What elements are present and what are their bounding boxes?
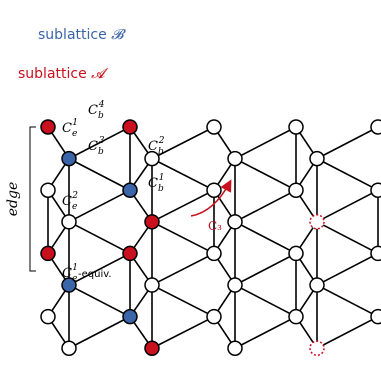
lattice-bond: [316, 221, 379, 255]
lattice-bond: [68, 189, 131, 223]
lattice-site: [370, 119, 381, 135]
legend-sublattice-a: sublattice 𝓐: [18, 66, 109, 82]
lattice-bond: [68, 315, 131, 349]
lattice-bond: [151, 157, 215, 191]
lattice-site: [144, 277, 160, 293]
edge-bracket: [29, 126, 36, 272]
label-ce2: Ce2: [62, 191, 78, 212]
site-sublattice-a: [40, 119, 56, 135]
lattice-bond: [68, 221, 131, 255]
site-rotated-target: [309, 214, 325, 230]
label-cb3: Cb3: [88, 136, 105, 157]
lattice-bond: [68, 252, 131, 286]
label-ce1-equiv: Ce1-equiv.: [62, 263, 112, 284]
site-sublattice-a: [144, 214, 160, 230]
edge-label: edge: [5, 182, 21, 217]
label-cb4: Cb4: [88, 100, 105, 121]
lattice-site: [370, 245, 381, 262]
site-sublattice-a: [122, 245, 138, 262]
label-cb1: Cb1: [148, 173, 164, 194]
lattice-site: [206, 308, 222, 325]
lattice-bond: [68, 157, 131, 191]
lattice-bond: [234, 157, 297, 191]
lattice-bond: [234, 252, 297, 286]
lattice-bond: [316, 189, 379, 223]
site-sublattice-b: [122, 182, 138, 198]
lattice-bond: [234, 284, 297, 318]
lattice-site: [61, 340, 77, 357]
lattice-bond: [316, 284, 379, 318]
lattice-bond: [68, 284, 131, 318]
lattice-site: [40, 182, 56, 198]
lattice-site: [61, 214, 77, 230]
lattice-site: [288, 119, 304, 135]
lattice-site: [288, 245, 304, 262]
lattice-bond: [151, 315, 215, 349]
lattice-site: [206, 182, 222, 198]
label-c3: C₃: [208, 219, 222, 233]
lattice-site: [206, 119, 222, 135]
lattice-site: [309, 150, 325, 167]
lattice-bond: [151, 284, 215, 318]
c3-rotation-arrow: [190, 179, 232, 217]
lattice-bond: [68, 126, 131, 160]
lattice-site: [40, 308, 56, 325]
lattice-bond: [234, 189, 297, 223]
lattice-bond: [316, 126, 379, 160]
lattice-bond: [234, 221, 297, 255]
lattice-bond: [151, 252, 215, 286]
site-sublattice-b: [61, 150, 77, 167]
site-sublattice-a: [144, 340, 160, 357]
lattice-site: [227, 340, 243, 357]
lattice-bond: [234, 126, 297, 160]
lattice-site: [227, 150, 243, 167]
lattice-sites: [40, 119, 381, 357]
lattice-site: [309, 277, 325, 293]
lattice-bond: [316, 157, 379, 191]
lattice-bond: [234, 315, 297, 349]
label-cb2: Cb2: [148, 136, 165, 157]
lattice-site: [370, 182, 381, 198]
lattice-site: [227, 214, 243, 230]
lattice-bond: [151, 189, 215, 223]
site-sublattice-b: [122, 308, 138, 325]
lattice-bond: [316, 252, 379, 286]
lattice-site: [206, 245, 222, 262]
site-sublattice-a: [40, 245, 56, 262]
lattice-bond: [316, 315, 379, 349]
lattice-bond: [151, 221, 215, 255]
lattice-site: [227, 277, 243, 293]
lattice-site: [370, 308, 381, 325]
legend-sublattice-b: sublattice 𝓑: [38, 27, 126, 43]
label-ce1: Ce1: [62, 118, 78, 139]
lattice-site: [288, 182, 304, 198]
site-sublattice-a: [122, 119, 138, 135]
site-rotated-target: [309, 340, 325, 357]
lattice-bond: [151, 126, 215, 160]
lattice-site: [288, 308, 304, 325]
site-sublattice-b: [61, 277, 77, 293]
lattice-site: [144, 150, 160, 167]
